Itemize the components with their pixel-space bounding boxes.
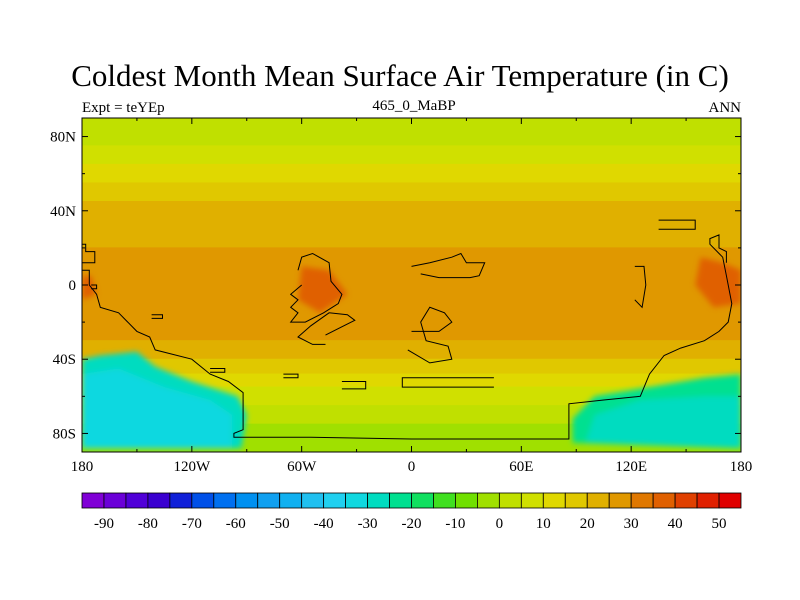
temperature-band-5 <box>82 228 741 249</box>
x-tick-label: 60E <box>509 459 533 475</box>
coastline-9 <box>91 284 98 290</box>
colorbar-box <box>213 492 237 509</box>
colorbar: -90 -80 -70 -60 -50 -40 -30 -20 -10 0 10 20 30 40 50 <box>81 492 742 532</box>
colorbar-box <box>279 492 303 509</box>
coastline-12 <box>151 314 163 319</box>
colorbar-box <box>718 492 742 509</box>
colorbar-box <box>367 492 390 509</box>
coastlines <box>82 219 733 440</box>
colorbar-box <box>586 492 610 509</box>
colorbar-label: 10 <box>536 516 551 532</box>
coastline-6 <box>401 377 494 388</box>
colorbar-label: -30 <box>358 516 378 532</box>
y-tick-label: 40N <box>50 204 76 220</box>
warm-equatorial-east <box>695 257 741 308</box>
temperature-band-4 <box>82 201 741 230</box>
temperature-field <box>82 118 741 452</box>
colorbar-label: -40 <box>314 516 334 532</box>
colorbar-label: -60 <box>226 516 246 532</box>
temperature-anomalies <box>82 257 741 449</box>
chart-title: Coldest Month Mean Surface Air Temperatu… <box>71 58 729 93</box>
coastline-5 <box>411 252 486 279</box>
colorbar-label: 50 <box>712 516 727 532</box>
coastline-7 <box>341 381 367 390</box>
coastline-1 <box>82 234 733 440</box>
coastline-0 <box>82 243 96 264</box>
colorbar-box <box>125 492 149 509</box>
colorbar-label: -90 <box>94 516 114 532</box>
colorbar-box <box>564 492 588 509</box>
axes: 180 120W 60W 0 60E 120E 180 80N 40N 0 40S 80S <box>50 118 752 475</box>
coastline-2 <box>289 252 343 323</box>
colorbar-label: 30 <box>624 516 639 532</box>
temperature-band-1 <box>82 145 741 165</box>
colorbar-label: 20 <box>580 516 595 532</box>
time-label: 465_0_MaBP <box>372 98 456 114</box>
coastline-13 <box>283 373 299 379</box>
x-tick-label: 180 <box>71 459 94 475</box>
y-tick-label: 40S <box>53 352 76 368</box>
cold-continent-east-core <box>585 396 741 449</box>
warm-equatorial-west <box>298 266 348 313</box>
colorbar-box <box>389 492 412 509</box>
colorbar-box <box>235 492 259 509</box>
temperature-band-9 <box>82 358 741 375</box>
experiment-label: Expt = teYEp <box>82 100 165 116</box>
colorbar-box <box>433 492 456 509</box>
colorbar-box <box>652 492 676 509</box>
colorbar-label: -10 <box>445 516 465 532</box>
colorbar-box <box>103 492 127 509</box>
y-tick-label: 0 <box>69 278 77 294</box>
warm-equatorial-edge <box>82 275 97 300</box>
coastline-11 <box>634 265 647 309</box>
y-tick-label: 80N <box>50 130 76 146</box>
coastline-4 <box>407 306 453 364</box>
cold-continent-west-core <box>82 368 233 449</box>
temperature-band-3 <box>82 182 741 202</box>
colorbar-label: 40 <box>668 516 683 532</box>
colorbar-box <box>674 492 698 509</box>
temperature-band-11 <box>82 386 741 407</box>
coastline-8 <box>210 368 226 373</box>
x-tick-label: 0 <box>408 459 416 475</box>
colorbar-box <box>323 492 346 509</box>
colorbar-label: -80 <box>138 516 158 532</box>
colorbar-label: -50 <box>270 516 290 532</box>
colorbar-box <box>345 492 368 509</box>
colorbar-box <box>608 492 632 509</box>
colorbar-box <box>257 492 281 509</box>
x-tick-label: 60W <box>287 459 317 475</box>
temperature-band-2 <box>82 163 741 184</box>
y-tick-label: 80S <box>53 426 76 442</box>
colorbar-box <box>520 492 544 509</box>
coastline-3 <box>297 312 356 345</box>
colorbar-label: -20 <box>402 516 422 532</box>
colorbar-box <box>191 492 215 509</box>
colorbar-box <box>411 492 434 509</box>
period-label: ANN <box>708 100 742 116</box>
x-tick-label: 120E <box>615 459 647 475</box>
colorbar-box <box>542 492 566 509</box>
colorbar-label: 0 <box>496 516 504 532</box>
temperature-band-6 <box>82 247 741 323</box>
colorbar-box <box>630 492 654 509</box>
temperature-band-10 <box>82 373 741 388</box>
x-tick-label: 120W <box>173 459 211 475</box>
colorbar-box <box>169 492 193 509</box>
colorbar-box <box>147 492 171 509</box>
coastline-10 <box>658 219 696 230</box>
x-tick-label: 180 <box>730 459 753 475</box>
colorbar-box <box>81 492 105 509</box>
colorbar-box <box>301 492 325 509</box>
colorbar-label: -70 <box>182 516 202 532</box>
colorbar-box <box>455 492 478 509</box>
temperature-band-8 <box>82 340 741 360</box>
colorbar-box <box>498 492 522 509</box>
colorbar-box <box>696 492 720 509</box>
colorbar-box <box>476 492 500 509</box>
